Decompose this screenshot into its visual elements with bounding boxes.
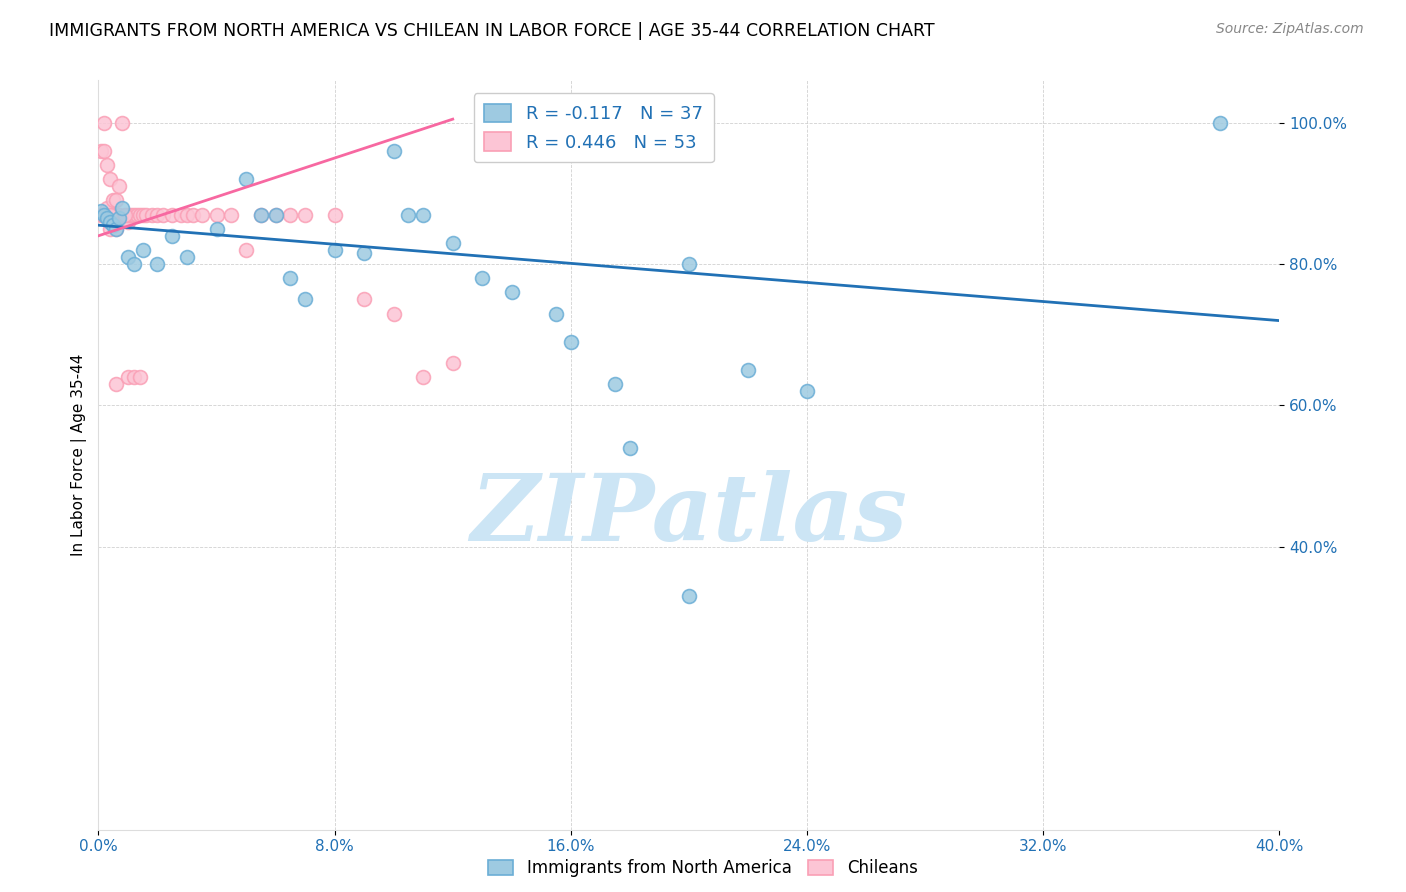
Point	[98, 172, 121, 186]
Point	[103, 194, 125, 208]
Point	[128, 208, 150, 222]
Point	[117, 214, 139, 228]
Point	[114, 211, 136, 226]
Point	[96, 208, 118, 222]
Point	[98, 221, 121, 235]
Legend: R = -0.117   N = 37, R = 0.446   N = 53: R = -0.117 N = 37, R = 0.446 N = 53	[474, 93, 714, 162]
Point	[796, 384, 818, 399]
Point	[398, 208, 420, 222]
Point	[221, 208, 243, 222]
Point	[441, 356, 464, 370]
Point	[108, 211, 131, 226]
Point	[323, 208, 346, 222]
Point	[103, 208, 125, 222]
Point	[181, 208, 204, 222]
Point	[619, 441, 641, 455]
Point	[122, 370, 145, 384]
Point	[105, 221, 128, 235]
Point	[737, 363, 759, 377]
Point	[135, 208, 157, 222]
Point	[205, 221, 228, 235]
Point	[205, 208, 228, 222]
Point	[146, 257, 169, 271]
Point	[152, 208, 174, 222]
Point	[93, 116, 115, 130]
Point	[117, 370, 139, 384]
Point	[120, 208, 142, 222]
Point	[382, 307, 405, 321]
Point	[294, 293, 316, 307]
Point	[146, 208, 169, 222]
Point	[93, 208, 115, 222]
Legend: Immigrants from North America, Chileans: Immigrants from North America, Chileans	[482, 853, 924, 884]
Text: ZIPatlas: ZIPatlas	[471, 470, 907, 560]
Point	[264, 208, 287, 222]
Text: Source: ZipAtlas.com: Source: ZipAtlas.com	[1216, 22, 1364, 37]
Point	[105, 377, 128, 392]
Point	[1209, 116, 1232, 130]
Point	[96, 158, 118, 172]
Point	[128, 370, 150, 384]
Point	[235, 172, 257, 186]
Text: IMMIGRANTS FROM NORTH AMERICA VS CHILEAN IN LABOR FORCE | AGE 35-44 CORRELATION : IMMIGRANTS FROM NORTH AMERICA VS CHILEAN…	[49, 22, 935, 40]
Point	[111, 116, 134, 130]
Point	[501, 285, 523, 300]
Point	[98, 208, 121, 222]
Point	[122, 257, 145, 271]
Point	[108, 208, 131, 222]
Point	[108, 179, 131, 194]
Point	[235, 243, 257, 257]
Point	[176, 250, 198, 264]
Point	[250, 208, 273, 222]
Point	[250, 208, 273, 222]
Point	[141, 208, 163, 222]
Point	[176, 208, 198, 222]
Point	[117, 250, 139, 264]
Point	[111, 211, 134, 226]
Point	[280, 208, 302, 222]
Point	[93, 144, 115, 158]
Point	[264, 208, 287, 222]
Point	[132, 243, 155, 257]
Point	[105, 194, 128, 208]
Point	[280, 271, 302, 285]
Point	[353, 293, 375, 307]
Point	[90, 204, 112, 219]
Point	[111, 201, 134, 215]
Point	[412, 370, 434, 384]
Point	[323, 243, 346, 257]
Point	[382, 144, 405, 158]
Point	[117, 208, 139, 222]
Point	[103, 218, 125, 232]
Point	[125, 208, 148, 222]
Point	[191, 208, 214, 222]
Point	[132, 208, 155, 222]
Point	[560, 334, 582, 349]
Point	[114, 208, 136, 222]
Point	[546, 307, 568, 321]
Point	[105, 221, 128, 235]
Point	[605, 377, 627, 392]
Point	[170, 208, 193, 222]
Point	[162, 228, 183, 243]
Point	[96, 211, 118, 226]
Point	[412, 208, 434, 222]
Point	[90, 208, 112, 222]
Point	[122, 208, 145, 222]
Point	[93, 208, 115, 222]
Point	[96, 201, 118, 215]
Point	[678, 257, 700, 271]
Point	[471, 271, 494, 285]
Y-axis label: In Labor Force | Age 35-44: In Labor Force | Age 35-44	[72, 354, 87, 556]
Point	[678, 589, 700, 603]
Point	[294, 208, 316, 222]
Point	[98, 214, 121, 228]
Point	[162, 208, 183, 222]
Point	[353, 246, 375, 260]
Point	[441, 235, 464, 250]
Point	[90, 144, 112, 158]
